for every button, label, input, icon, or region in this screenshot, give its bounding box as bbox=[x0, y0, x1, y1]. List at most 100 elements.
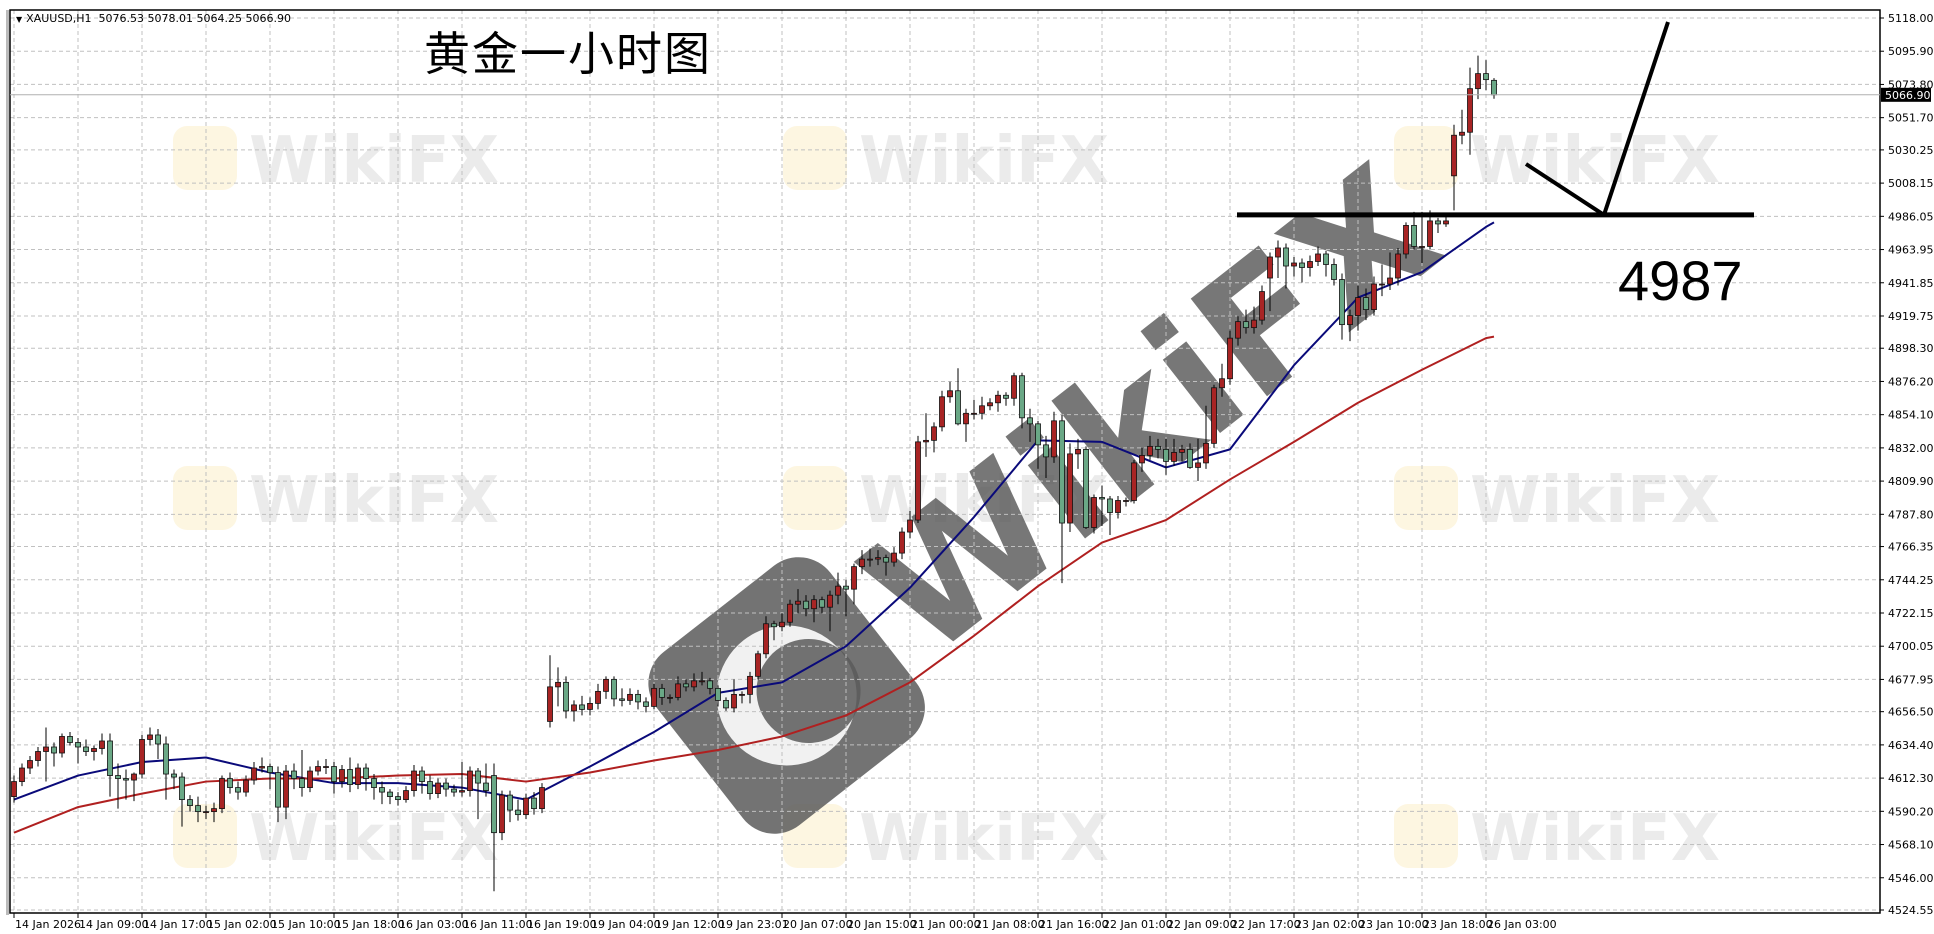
candle-body-bear bbox=[1363, 297, 1369, 310]
candle bbox=[859, 550, 865, 575]
candle bbox=[459, 762, 465, 797]
candle bbox=[83, 739, 89, 757]
y-tick-label: 4568.10 bbox=[1888, 839, 1934, 852]
candle-body-bear bbox=[427, 781, 433, 794]
candle-body-bear bbox=[1331, 264, 1337, 280]
candle-body-bull bbox=[435, 782, 441, 794]
candle-body-bull bbox=[603, 678, 609, 692]
candle bbox=[1451, 124, 1457, 211]
candle-body-bear bbox=[955, 390, 961, 425]
candle bbox=[995, 390, 1001, 412]
candle bbox=[1043, 435, 1049, 478]
candle bbox=[1291, 256, 1297, 277]
watermark-text: WikiFX bbox=[859, 124, 1109, 198]
candle bbox=[963, 408, 969, 442]
candle-body-bull bbox=[667, 696, 673, 699]
candle bbox=[1179, 444, 1185, 462]
candle bbox=[819, 596, 825, 614]
candle-body-bull bbox=[675, 683, 681, 698]
candle-body-bull bbox=[1387, 277, 1393, 285]
x-tick-label: 21 Jan 00:00 bbox=[911, 918, 981, 931]
candle bbox=[251, 762, 257, 785]
candle-body-bear bbox=[579, 704, 585, 710]
candle-body-bear bbox=[1107, 498, 1113, 513]
candle-body-bull bbox=[547, 686, 553, 722]
candle-body-bull bbox=[963, 412, 969, 425]
candle-body-bull bbox=[979, 405, 985, 414]
collapse-triangle-icon[interactable]: ▼ bbox=[16, 15, 23, 24]
candle-body-bull bbox=[1307, 261, 1313, 268]
candle bbox=[843, 580, 849, 617]
candle bbox=[643, 697, 649, 713]
candle-body-bear bbox=[267, 766, 273, 773]
candle-body-bull bbox=[763, 623, 769, 655]
x-tick-label: 26 Jan 03:00 bbox=[1487, 918, 1557, 931]
candle bbox=[1187, 443, 1193, 469]
candle-body-bull bbox=[43, 746, 49, 752]
candle bbox=[1307, 255, 1313, 277]
candle bbox=[299, 749, 305, 797]
y-tick-label: 4787.80 bbox=[1888, 508, 1934, 521]
candle bbox=[411, 765, 417, 797]
candle-body-bull bbox=[795, 600, 801, 605]
candle-body-bear bbox=[843, 585, 849, 590]
watermark-logo-icon bbox=[1394, 126, 1458, 190]
candle bbox=[419, 766, 425, 794]
candle-body-bear bbox=[1187, 448, 1193, 468]
candle-body-bull bbox=[1123, 500, 1129, 502]
projection-line-up[interactable] bbox=[1602, 21, 1670, 216]
watermark-text: WikiFX bbox=[249, 802, 499, 876]
candle bbox=[379, 781, 385, 805]
candle-body-bear bbox=[531, 797, 537, 810]
candle bbox=[171, 769, 177, 790]
candle bbox=[1211, 384, 1217, 448]
x-tick-label: 14 Jan 17:00 bbox=[143, 918, 213, 931]
candle-body-bull bbox=[1011, 375, 1017, 399]
candle-body-bull bbox=[1451, 134, 1457, 177]
candle-body-bull bbox=[1195, 462, 1201, 468]
y-tick-label: 4744.25 bbox=[1888, 574, 1934, 587]
candle bbox=[931, 422, 937, 453]
candle bbox=[1363, 288, 1369, 321]
candle bbox=[915, 435, 921, 524]
candle bbox=[371, 774, 377, 800]
y-tick-label: 4986.05 bbox=[1888, 210, 1934, 223]
candle-body-bear bbox=[1339, 279, 1345, 326]
candle bbox=[1259, 285, 1265, 325]
candle bbox=[1203, 405, 1209, 469]
candle bbox=[443, 778, 449, 797]
candle bbox=[891, 547, 897, 567]
projection-line-down[interactable] bbox=[1524, 162, 1606, 217]
candle bbox=[19, 763, 25, 787]
candle bbox=[43, 727, 49, 782]
candle-body-bull bbox=[203, 811, 209, 814]
candle-body-bull bbox=[243, 779, 249, 793]
y-tick-label: 4722.15 bbox=[1888, 607, 1934, 620]
candle bbox=[675, 676, 681, 701]
candle bbox=[947, 381, 953, 403]
candle bbox=[1491, 78, 1497, 99]
candle-body-bear bbox=[1003, 394, 1009, 399]
candle bbox=[1075, 438, 1081, 469]
candle-body-bear bbox=[1163, 448, 1169, 462]
candle-body-bull bbox=[627, 693, 633, 701]
candle bbox=[387, 789, 393, 805]
candle-body-bear bbox=[179, 776, 185, 800]
current-price-tag bbox=[1881, 87, 1931, 102]
candle bbox=[331, 762, 337, 794]
x-tick-label: 15 Jan 02:00 bbox=[207, 918, 277, 931]
candle bbox=[723, 697, 729, 711]
eagle-logo-icon-inner bbox=[756, 639, 861, 744]
candle bbox=[467, 766, 473, 797]
candle bbox=[651, 683, 657, 710]
x-tick-label: 16 Jan 11:00 bbox=[463, 918, 533, 931]
candle bbox=[11, 775, 17, 803]
candle bbox=[1219, 363, 1225, 397]
candle-body-bull bbox=[1267, 256, 1273, 279]
candle bbox=[771, 620, 777, 641]
candle-body-bear bbox=[299, 778, 305, 788]
candle bbox=[763, 616, 769, 659]
candle bbox=[59, 733, 65, 758]
candle bbox=[875, 550, 881, 566]
